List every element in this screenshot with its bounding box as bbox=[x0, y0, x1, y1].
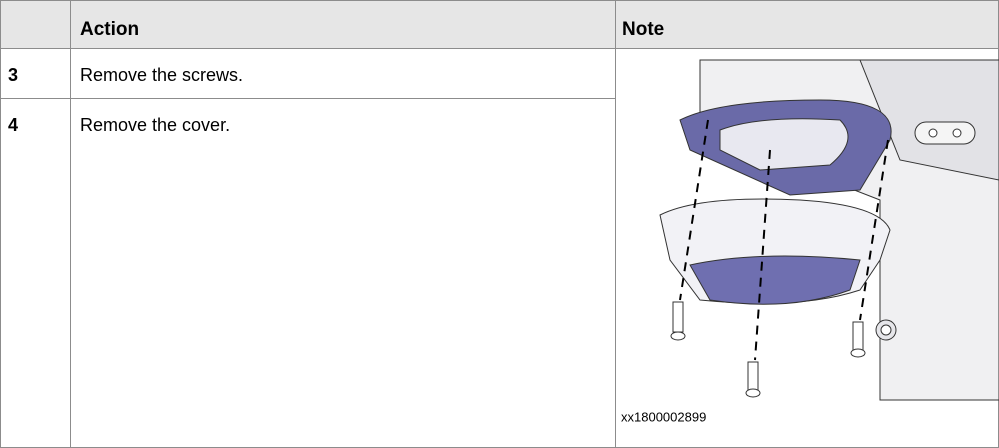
header-action: Action bbox=[80, 19, 139, 40]
header-note: Note bbox=[622, 19, 664, 40]
step-number: 4 bbox=[8, 115, 18, 135]
action-text: Remove the cover. bbox=[80, 115, 230, 135]
illustration bbox=[659, 59, 999, 401]
step-number: 3 bbox=[8, 65, 18, 85]
action-text: Remove the screws. bbox=[80, 65, 243, 85]
figure-caption: xx1800002899 bbox=[621, 409, 706, 424]
header-background bbox=[1, 1, 998, 48]
